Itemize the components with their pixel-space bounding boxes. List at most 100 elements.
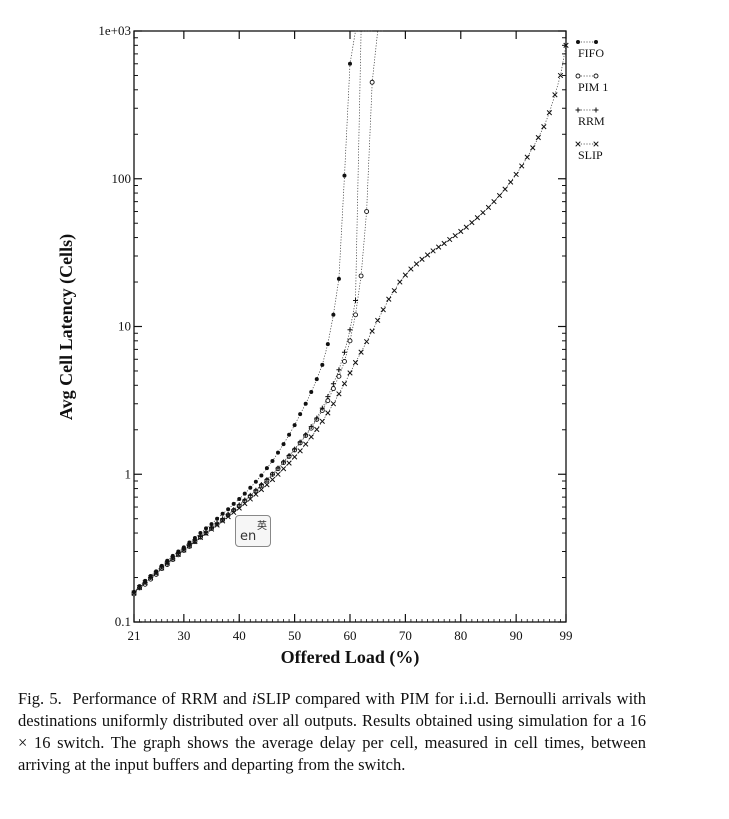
data-point-fifo (325, 342, 330, 347)
x-tick-label: 80 (454, 628, 467, 643)
data-point-rrm (231, 507, 237, 513)
y-axis: 0.1 1 10 100 1e+03 (98, 23, 566, 629)
data-point-slip (363, 338, 370, 345)
data-point-pim-1 (347, 338, 353, 344)
y-tick-label: 1e+03 (98, 23, 131, 38)
data-point-pim-1 (358, 273, 364, 279)
data-point-slip (452, 232, 458, 239)
y-tick-label: 0.1 (115, 614, 131, 629)
data-point-slip (308, 434, 314, 440)
legend-marker (576, 40, 580, 44)
data-point-rrm (269, 471, 275, 477)
caption-prefix: Fig. 5. (18, 689, 62, 708)
data-point-slip (269, 476, 276, 483)
legend-marker (594, 40, 598, 44)
ime-zh-label: 英 (257, 521, 267, 532)
data-point-slip (552, 92, 558, 98)
data-point-rrm (308, 424, 314, 430)
data-point-slip (286, 460, 292, 466)
data-point-rrm (297, 439, 303, 445)
data-point-slip (175, 551, 181, 558)
data-point-fifo (226, 507, 231, 512)
data-point-rrm (314, 415, 320, 421)
data-point-slip (397, 279, 403, 285)
data-point-slip (524, 154, 530, 160)
series-line-slip (133, 45, 567, 594)
legend-marker (593, 73, 599, 79)
x-tick-label: 99 (560, 628, 573, 643)
data-point-pim-1 (369, 79, 375, 85)
data-point-fifo (209, 522, 214, 527)
data-point-slip (319, 418, 325, 425)
data-point-slip (458, 228, 464, 235)
series-rrm (131, 30, 373, 596)
data-point-slip (358, 349, 364, 355)
series-line-rrm (133, 30, 373, 593)
data-point-rrm (258, 482, 264, 488)
legend: FIFO PIM 1 RRM SLIP (575, 40, 608, 162)
legend-marker (593, 107, 599, 113)
data-point-rrm (330, 381, 336, 387)
data-point-rrm (236, 502, 242, 508)
data-point-pim-1 (330, 386, 336, 392)
data-point-slip (181, 547, 187, 553)
data-point-slip (147, 575, 154, 581)
latency-chart: 0.1 1 10 100 1e+03 21 30 40 50 60 70 80 90 99 FIFO PI… (56, 23, 608, 668)
data-point-fifo (204, 526, 208, 531)
data-point-slip (496, 192, 503, 199)
data-point-fifo (220, 511, 225, 516)
data-point-slip (219, 518, 226, 524)
legend-label: SLIP (578, 148, 603, 162)
data-point-rrm (347, 327, 353, 333)
data-point-slip (513, 171, 519, 178)
data-point-fifo (331, 312, 336, 317)
data-point-slip (197, 534, 204, 541)
data-point-slip (541, 124, 547, 130)
legend-label: RRM (578, 114, 605, 128)
x-tick-label: 60 (344, 628, 357, 643)
data-point-slip (507, 179, 514, 185)
x-axis: 21 30 40 50 60 70 80 90 99 (128, 31, 573, 643)
data-point-slip (275, 471, 281, 477)
data-point-slip (485, 204, 492, 211)
data-point-fifo (281, 442, 286, 447)
data-point-slip (341, 381, 348, 387)
data-point-slip (258, 486, 265, 493)
data-point-fifo (248, 485, 253, 490)
data-point-slip (352, 359, 359, 366)
data-point-slip (435, 244, 442, 250)
caption-part2: SLIP compared with PIM for i.i.d. Bernou… (18, 689, 647, 774)
data-point-slip (519, 163, 525, 169)
caption-emph: i (252, 689, 257, 708)
data-point-fifo (303, 401, 308, 406)
data-point-fifo (270, 458, 275, 463)
data-point-pim-1 (336, 373, 342, 379)
y-axis-title: Avg Cell Latency (Cells) (56, 234, 77, 420)
legend-label: FIFO (578, 46, 604, 60)
data-point-fifo (348, 61, 352, 66)
x-tick-label: 90 (510, 628, 523, 643)
data-point-slip (491, 198, 497, 205)
data-point-slip (297, 448, 303, 454)
data-point-slip (563, 42, 569, 48)
data-point-fifo (237, 496, 242, 501)
legend-marker (575, 107, 581, 113)
data-point-slip (280, 466, 287, 472)
data-point-slip (424, 252, 431, 258)
data-point-slip (546, 110, 553, 116)
data-point-fifo (276, 450, 280, 455)
series-slip (131, 42, 569, 596)
data-point-slip (347, 370, 353, 376)
data-point-slip (291, 454, 298, 460)
legend-item-fifo: FIFO (576, 40, 604, 60)
data-point-fifo (192, 536, 197, 541)
data-point-rrm (353, 297, 359, 303)
data-point-rrm (336, 367, 342, 373)
data-point-slip (369, 328, 375, 334)
data-point-slip (480, 209, 486, 216)
data-point-slip (303, 441, 309, 447)
data-point-slip (203, 530, 209, 537)
legend-item-pim-1: PIM 1 (575, 73, 608, 94)
data-point-slip (413, 261, 420, 267)
ime-language-icon[interactable]: en 英 (235, 515, 271, 547)
